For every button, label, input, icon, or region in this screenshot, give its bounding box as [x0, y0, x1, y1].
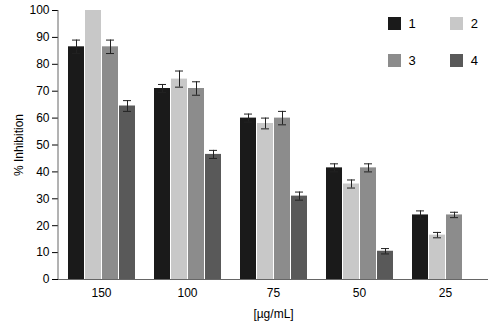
svg-text:20: 20: [36, 219, 50, 233]
svg-text:0: 0: [43, 272, 50, 286]
svg-text:30: 30: [36, 192, 50, 206]
svg-text:80: 80: [36, 57, 50, 71]
html-text:1: 1: [408, 16, 416, 31]
svg-text:75: 75: [267, 286, 281, 300]
svg-text:150: 150: [91, 286, 111, 300]
svg-text:10: 10: [36, 245, 50, 259]
html-text:2: 2: [470, 16, 478, 31]
svg-text:50: 50: [353, 286, 367, 300]
svg-text:25: 25: [439, 286, 453, 300]
svg-text:60: 60: [36, 111, 50, 125]
svg-text:40: 40: [36, 165, 50, 179]
svg-text:% Inhibition: % Inhibition: [12, 114, 26, 176]
svg-text:50: 50: [36, 138, 50, 152]
svg-text:[µg/mL]: [µg/mL]: [253, 307, 293, 321]
svg-text:100: 100: [177, 286, 197, 300]
svg-text:100: 100: [29, 3, 49, 17]
svg-text:90: 90: [36, 30, 50, 44]
svg-text:70: 70: [36, 84, 50, 98]
html-text:4: 4: [470, 53, 478, 68]
html-text:3: 3: [408, 53, 416, 68]
